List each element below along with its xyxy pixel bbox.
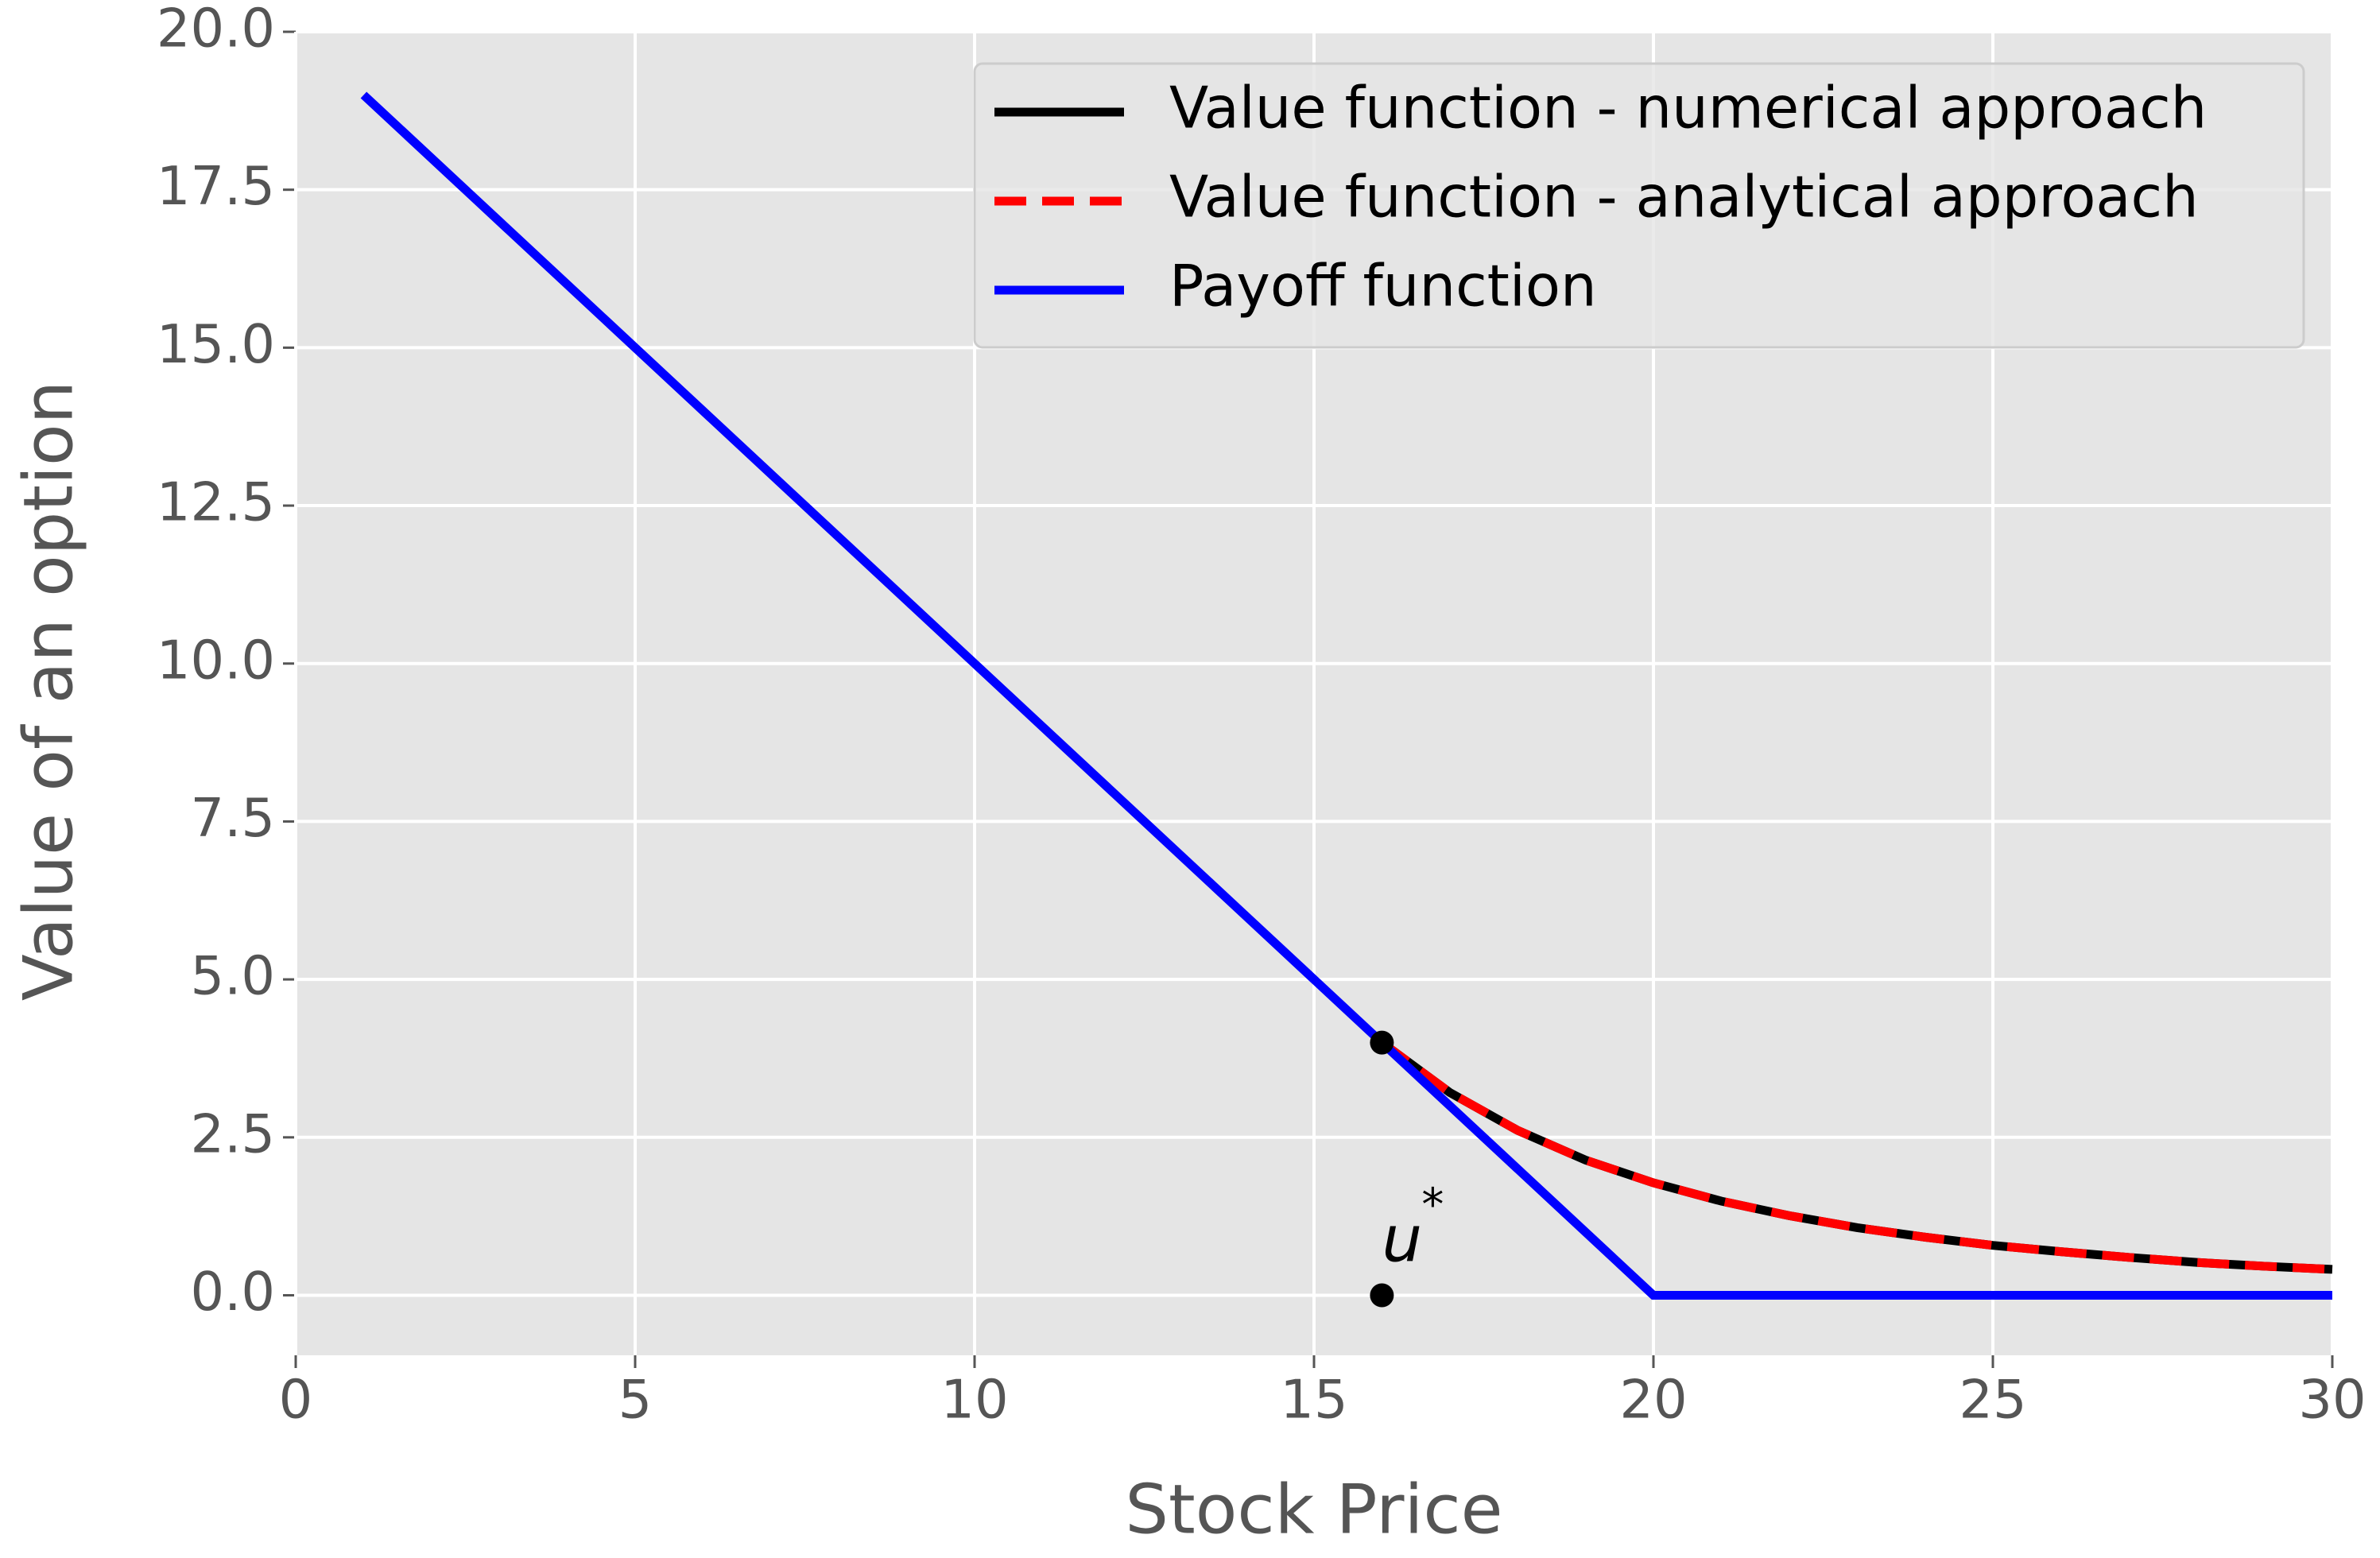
x-tick-label: 20 xyxy=(1619,1369,1687,1431)
x-axis-label: Stock Price xyxy=(1125,1470,1502,1549)
x-tick-label: 0 xyxy=(279,1369,313,1431)
series-line xyxy=(1379,1039,2333,1274)
legend-label: Payoff function xyxy=(1169,253,1597,320)
y-tick-label: 20.0 xyxy=(157,0,275,60)
legend-box xyxy=(973,62,2305,349)
series-line xyxy=(360,91,2332,1300)
point xyxy=(1370,1030,1394,1055)
y-tick-label: 12.5 xyxy=(157,471,275,533)
x-tick-label: 5 xyxy=(618,1369,653,1431)
annotation: u xyxy=(1382,1202,1422,1276)
y-tick-label: 7.5 xyxy=(190,787,275,849)
legend-label: Value function - analytical approach xyxy=(1169,164,2199,231)
x-tick-label: 15 xyxy=(1280,1369,1347,1431)
annotation-superscript: * xyxy=(1421,1180,1444,1231)
x-tick-label: 10 xyxy=(940,1369,1008,1431)
point xyxy=(1370,1283,1394,1308)
y-tick-label: 5.0 xyxy=(190,945,275,1007)
y-tick-label: 0.0 xyxy=(190,1261,275,1323)
y-tick-label: 17.5 xyxy=(157,155,275,217)
x-tick-label: 30 xyxy=(2298,1369,2366,1431)
y-tick-label: 10.0 xyxy=(157,629,275,691)
y-axis-label: Value of an option xyxy=(9,381,88,1001)
legend-label: Value function - numerical approach xyxy=(1169,75,2207,141)
y-tick-label: 15.0 xyxy=(157,313,275,375)
x-tick-label: 25 xyxy=(1959,1369,2026,1431)
y-tick-label: 2.5 xyxy=(190,1103,275,1165)
